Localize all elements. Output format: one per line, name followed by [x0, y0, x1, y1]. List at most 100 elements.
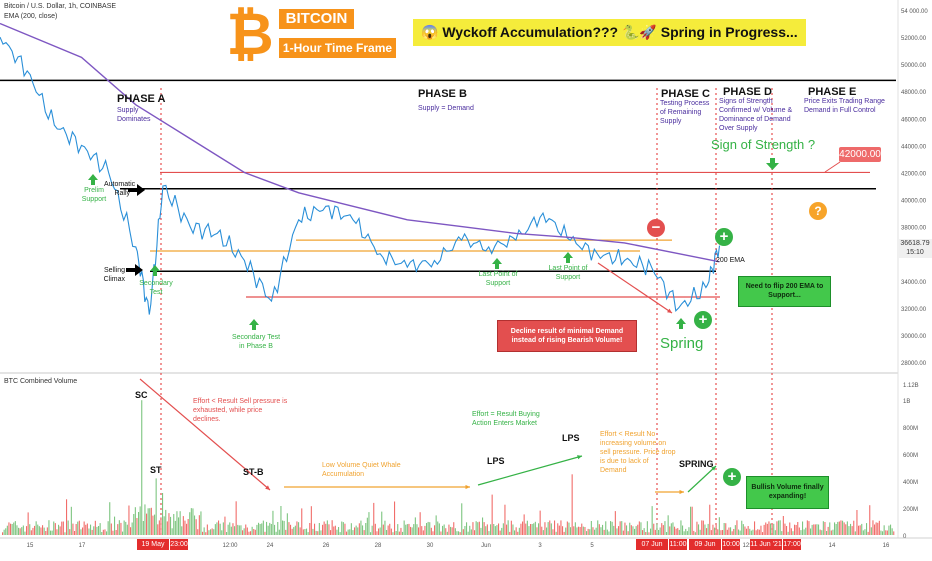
volume-bar — [10, 523, 12, 535]
volume-bar — [842, 520, 844, 535]
volume-bar — [35, 521, 37, 535]
volume-tick-6: 0 — [903, 534, 907, 540]
volume-bar — [182, 516, 184, 535]
volume-bar — [413, 524, 415, 535]
volume-bar — [94, 520, 96, 535]
phase-a-desc: Supply Dominates — [117, 107, 151, 123]
volume-bar — [22, 525, 24, 535]
volume-bar — [453, 522, 455, 535]
volume-bar — [837, 521, 839, 535]
volume-bar — [659, 527, 661, 535]
volume-bar — [272, 510, 274, 535]
time-tick-12: 14 — [829, 543, 836, 549]
volume-bar — [800, 530, 802, 535]
volume-bar — [96, 526, 98, 535]
price-tick-7: 40000.00 — [901, 199, 927, 205]
volume-bar — [565, 527, 567, 535]
phase-b-title: PHASE B — [418, 88, 467, 100]
volume-bar — [802, 521, 804, 535]
volume-bar — [466, 522, 468, 535]
volume-bar — [602, 524, 604, 535]
volume-bar — [3, 529, 5, 535]
volume-bar — [424, 525, 426, 535]
volume-bar — [491, 494, 493, 535]
volume-bar — [640, 522, 642, 535]
volume-bar — [376, 531, 378, 535]
volume-bar — [283, 520, 285, 535]
volume-bar — [66, 499, 68, 535]
volume-bar — [130, 527, 132, 535]
decline-arrow-head — [667, 308, 672, 313]
volume-bar — [698, 524, 700, 535]
price-line — [0, 36, 721, 315]
volume-bar — [728, 527, 730, 535]
volume-bar — [544, 522, 546, 535]
volume-bar — [187, 519, 189, 535]
time-box-3: 10:00 — [722, 539, 740, 550]
volume-bar — [414, 517, 416, 535]
volume-bar — [229, 522, 231, 535]
volume-bar — [854, 531, 856, 535]
volume-bar — [533, 523, 535, 535]
volume-bar — [776, 521, 778, 535]
volume-bar — [126, 524, 128, 535]
volume-bar — [560, 520, 562, 535]
volume-bar — [590, 521, 592, 535]
volume-bar — [416, 524, 418, 535]
volume-bar — [138, 512, 140, 535]
volume-bar — [763, 524, 765, 535]
price-tick-12: 30000.00 — [901, 334, 927, 340]
volume-bar — [142, 521, 144, 535]
volume-bar — [219, 523, 221, 535]
volume-bar — [336, 529, 338, 535]
volume-bar — [666, 532, 668, 535]
volume-bar — [310, 506, 312, 535]
volume-bar — [858, 525, 860, 535]
volume-bar — [546, 527, 548, 535]
current-price-time: 15:10 — [906, 249, 924, 256]
volume-bar — [309, 523, 311, 535]
volume-bar — [880, 530, 882, 535]
volume-bar — [790, 528, 792, 535]
volume-bar — [832, 529, 834, 535]
volume-bar — [872, 520, 874, 535]
volume-bar — [291, 528, 293, 535]
volume-bar — [760, 525, 762, 535]
volume-bar — [587, 528, 589, 535]
time-tick-2: 12:00 — [222, 543, 238, 549]
volume-bar — [403, 520, 405, 535]
volume-bar — [106, 531, 108, 535]
lps-label-2: Last Point of Support — [548, 265, 588, 281]
volume-bar — [278, 529, 280, 535]
volume-bar — [170, 516, 172, 535]
volume-bar — [629, 522, 631, 535]
volume-bar — [338, 527, 340, 535]
volume-bar — [616, 528, 618, 535]
headline-banner: 😱 Wyckoff Accumulation??? 🐍🚀 Spring in P… — [413, 19, 806, 46]
low-volume-note: Low Volume Quiet Whale Accumulation — [322, 462, 401, 478]
volume-bar — [462, 529, 464, 535]
volume-bar — [712, 524, 714, 535]
volume-bar — [755, 530, 757, 535]
volume-bar — [651, 506, 653, 535]
volume-bar — [166, 521, 168, 535]
spring-label: Spring — [660, 335, 703, 352]
bitcoin-logo-icon: ₿ — [225, 0, 275, 68]
volume-bar — [792, 531, 794, 535]
volume-bar — [317, 531, 319, 535]
volume-bar — [627, 531, 629, 535]
volume-bar — [109, 502, 111, 535]
volume-bar — [192, 508, 194, 535]
volume-bar — [710, 530, 712, 535]
volume-bar — [821, 530, 823, 535]
volume-bar — [691, 506, 693, 535]
plus-circle-icon-volume: + — [723, 468, 741, 486]
volume-bar — [90, 524, 92, 535]
time-tick-7: Jun — [481, 543, 491, 549]
volume-bar — [53, 521, 55, 535]
volume-bar — [715, 524, 717, 535]
effort1-arrow — [139, 378, 271, 491]
volume-bar — [454, 528, 456, 535]
time-tick-6: 30 — [427, 543, 434, 549]
